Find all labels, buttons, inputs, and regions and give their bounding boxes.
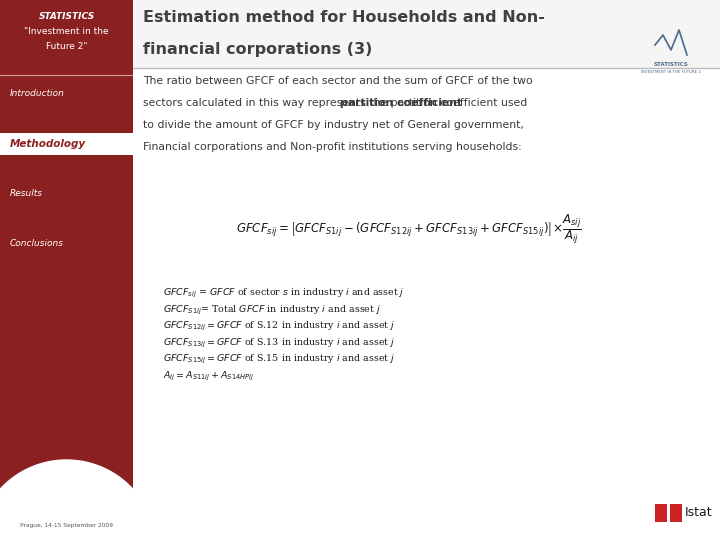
Text: $\mathit{GFCF}_{S12ij}$$= \mathit{GFCF}$ of S.12 in industry $\mathit{i}$ and as: $\mathit{GFCF}_{S12ij}$$= \mathit{GFCF}$… (163, 320, 395, 333)
Bar (655, 504, 667, 522)
Text: $\mathit{GFCF}_{sij} = \left[\mathit{GFCF}_{S1ij} - (\mathit{GFCF}_{S12ij} + \ma: $\mathit{GFCF}_{sij} = \left[\mathit{GFC… (236, 212, 582, 246)
Text: $\mathit{GFCF}_{S1ij}$= Total $\mathit{GFCF}$ in industry $\mathit{i}$ and asset: $\mathit{GFCF}_{S1ij}$= Total $\mathit{G… (163, 303, 381, 316)
Bar (0, 133, 133, 155)
Text: Financial corporations and Non-profit institutions serving households:: Financial corporations and Non-profit in… (143, 142, 522, 152)
Polygon shape (0, 460, 156, 540)
Text: STATISTICS: STATISTICS (654, 62, 688, 67)
Text: financial corporations (3): financial corporations (3) (143, 42, 372, 57)
Text: sectors calculated in this way represents the partition coefficient used: sectors calculated in this way represent… (143, 98, 527, 108)
Text: STATISTICS: STATISTICS (38, 12, 94, 21)
Text: $\mathit{GFCF}_{S15ij}$$= \mathit{GFCF}$ of S.15 in industry $\mathit{i}$ and as: $\mathit{GFCF}_{S15ij}$$= \mathit{GFCF}$… (163, 353, 395, 366)
Text: $\mathit{GFCF}_{sij}$ = $\mathit{GFCF}$ of sector $\mathit{s}$ in industry $\mat: $\mathit{GFCF}_{sij}$ = $\mathit{GFCF}$ … (163, 287, 405, 300)
Text: Prague, 14-15 September 2009: Prague, 14-15 September 2009 (20, 523, 113, 528)
Text: Methodology: Methodology (10, 139, 86, 149)
Text: INVESTMENT IN THE FUTURE 2: INVESTMENT IN THE FUTURE 2 (641, 70, 701, 74)
Text: $A_{ij}$$= A_{S11ij} + A_{S14HPij}$: $A_{ij}$$= A_{S11ij} + A_{S14HPij}$ (163, 369, 254, 383)
Text: Results: Results (10, 190, 43, 199)
Text: Future 2": Future 2" (46, 42, 87, 51)
Text: Introduction: Introduction (10, 90, 65, 98)
Text: The ratio between GFCF of each sector and the sum of GFCF of the two: The ratio between GFCF of each sector an… (143, 76, 533, 86)
Text: $\mathit{GFCF}_{S13ij}$$= \mathit{GFCF}$ of S.13 in industry $\mathit{i}$ and as: $\mathit{GFCF}_{S13ij}$$= \mathit{GFCF}$… (163, 336, 395, 349)
Text: partition coefficient: partition coefficient (340, 98, 462, 108)
Text: to divide the amount of GFCF by industry net of General government,: to divide the amount of GFCF by industry… (143, 120, 524, 130)
Bar (0, 0, 133, 75)
Text: Istat: Istat (685, 507, 713, 519)
Text: Estimation method for Households and Non-: Estimation method for Households and Non… (143, 10, 545, 25)
Text: Conclusions: Conclusions (10, 240, 64, 248)
Text: "Investment in the: "Investment in the (24, 27, 109, 36)
Bar (133, 0, 720, 68)
Bar (670, 504, 682, 522)
